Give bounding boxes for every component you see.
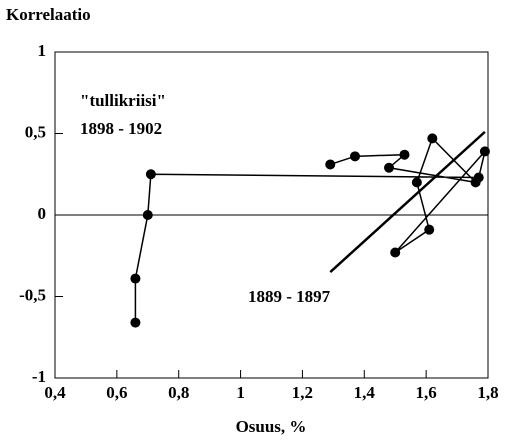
marker (142, 210, 153, 220)
y-axis-title: Korrelaatio (6, 5, 91, 24)
marker (399, 149, 410, 160)
x-tick-label: 0,8 (168, 383, 189, 402)
x-tick-label: 0,4 (44, 383, 66, 402)
x-tick-label: 1 (236, 383, 245, 402)
marker (384, 162, 395, 173)
marker (411, 177, 422, 188)
marker (325, 159, 336, 170)
x-tick-label: 1,8 (477, 383, 498, 402)
marker (424, 224, 435, 235)
x-tick-label: 1,2 (292, 383, 313, 402)
annotation: "tullikriisi" (80, 91, 166, 110)
annotation: 1898 - 1902 (80, 119, 162, 138)
marker (473, 172, 484, 183)
marker (479, 146, 490, 157)
marker (145, 169, 156, 180)
x-axis-title: Osuus, % (236, 417, 307, 436)
y-tick-label: 1 (38, 41, 47, 60)
marker (130, 317, 141, 328)
x-tick-label: 1,6 (416, 383, 437, 402)
x-tick-label: 0,6 (106, 383, 127, 402)
marker (130, 273, 141, 284)
annotation: 1889 - 1897 (248, 287, 331, 306)
y-tick-label: -0,5 (19, 285, 46, 304)
y-tick-label: -1 (32, 367, 46, 386)
marker (350, 151, 361, 162)
x-tick-label: 1,4 (354, 383, 376, 402)
marker (427, 133, 438, 144)
data-line (329, 130, 486, 273)
y-tick-label: 0,5 (25, 122, 46, 141)
marker (390, 247, 401, 258)
y-tick-label: 0 (38, 204, 47, 223)
